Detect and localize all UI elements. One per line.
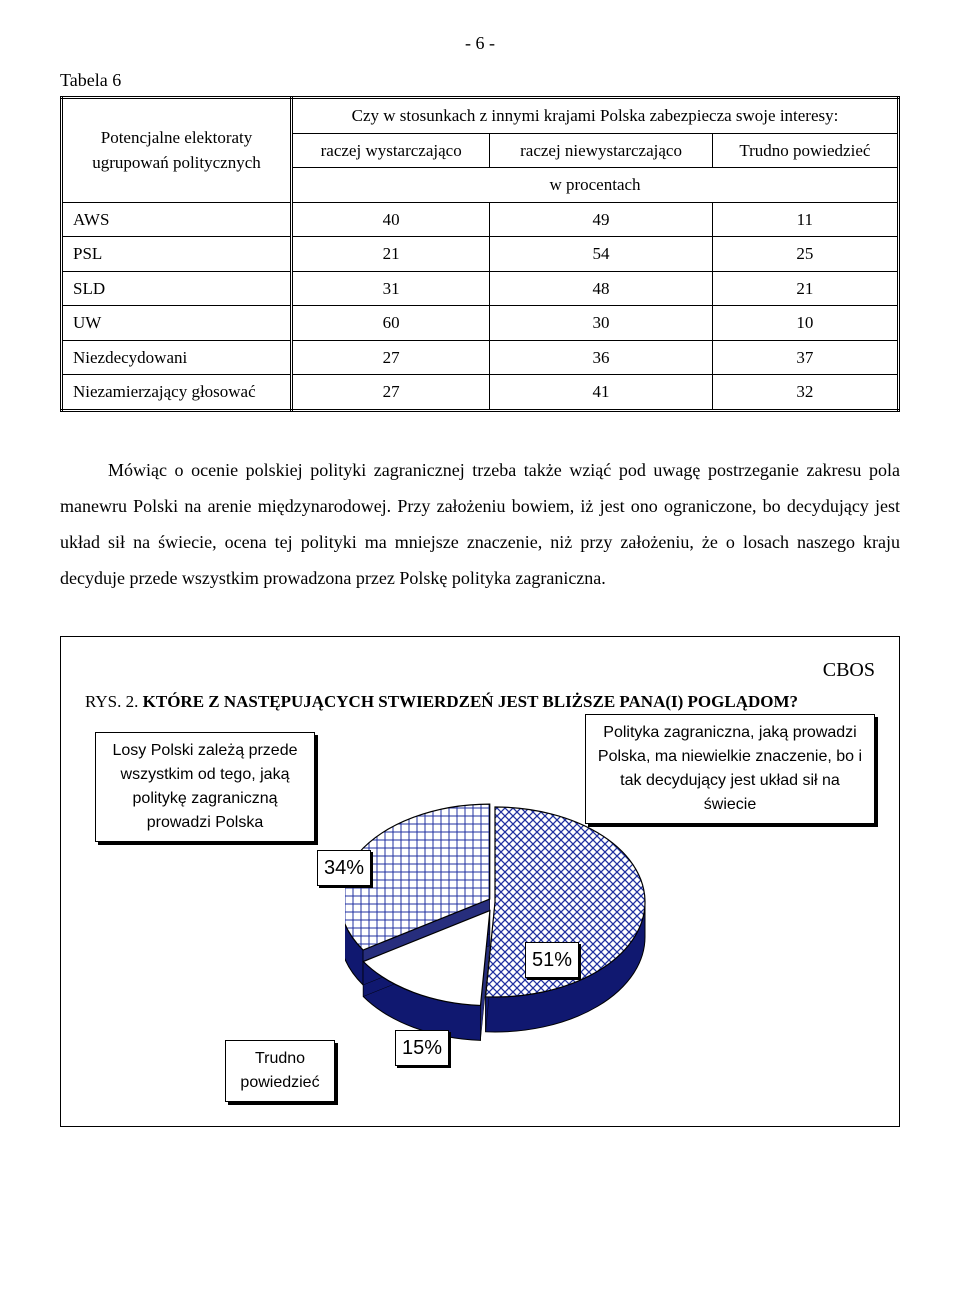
cell: 37 [712, 340, 898, 375]
cell: 31 [292, 271, 490, 306]
slice-label-bottom: 15% [395, 1030, 449, 1066]
row-label: PSL [62, 237, 292, 272]
cell: 25 [712, 237, 898, 272]
data-table: Potencjalne elektoraty ugrupowań polityc… [60, 96, 900, 412]
cell: 10 [712, 306, 898, 341]
cell: 54 [490, 237, 712, 272]
row-label: UW [62, 306, 292, 341]
pie-svg [345, 792, 665, 1052]
cell: 21 [292, 237, 490, 272]
table-label: Tabela 6 [60, 67, 900, 94]
col-header: raczej niewystarczająco [490, 133, 712, 168]
cell: 36 [490, 340, 712, 375]
cell: 41 [490, 375, 712, 411]
cell: 30 [490, 306, 712, 341]
row-label: AWS [62, 202, 292, 237]
row-label: Niezamierzający głosować [62, 375, 292, 411]
cell: 11 [712, 202, 898, 237]
cell: 49 [490, 202, 712, 237]
page-number: - 6 - [60, 30, 900, 57]
body-paragraph: Mówiąc o ocenie polskiej polityki zagran… [60, 452, 900, 596]
cell: 60 [292, 306, 490, 341]
callout-bottom: Trudno powiedzieć [225, 1040, 335, 1102]
cell: 27 [292, 340, 490, 375]
col-header: Trudno powiedzieć [712, 133, 898, 168]
cbos-label: CBOS [85, 655, 875, 685]
slice-label-left: 34% [317, 850, 371, 886]
row-label: Niezdecydowani [62, 340, 292, 375]
figure-title-text: KTÓRE Z NASTĘPUJĄCYCH STWIERDZEŃ JEST BL… [143, 692, 798, 711]
cell: 40 [292, 202, 490, 237]
unit-row: w procentach [292, 168, 899, 203]
slice-label-right: 51% [525, 942, 579, 978]
pie-svg-wrap [345, 792, 665, 1060]
figure-rys-prefix: RYS. 2. [85, 692, 143, 711]
callout-left: Losy Polski zależą przede wszystkim od t… [95, 732, 315, 842]
cell: 48 [490, 271, 712, 306]
row-label: SLD [62, 271, 292, 306]
cell: 21 [712, 271, 898, 306]
cell: 32 [712, 375, 898, 411]
col-group-header: Czy w stosunkach z innymi krajami Polska… [292, 98, 899, 134]
col-header: raczej wystarczająco [292, 133, 490, 168]
figure-title: RYS. 2. KTÓRE Z NASTĘPUJĄCYCH STWIERDZEŃ… [85, 689, 875, 715]
row-header: Potencjalne elektoraty ugrupowań polityc… [62, 98, 292, 203]
cell: 27 [292, 375, 490, 411]
pie-chart: Losy Polski zależą przede wszystkim od t… [85, 732, 875, 1102]
figure-box: CBOS RYS. 2. KTÓRE Z NASTĘPUJĄCYCH STWIE… [60, 636, 900, 1128]
